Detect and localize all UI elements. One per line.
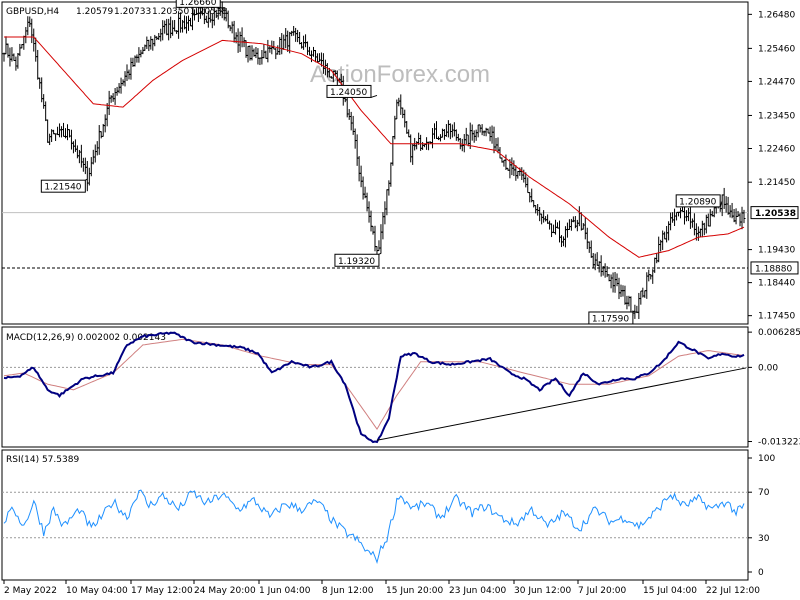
price-y-tick-label: 1.19430: [758, 246, 795, 256]
rsi-y-tick-label: 70: [758, 488, 770, 498]
current-price-badge: [750, 206, 799, 220]
macd-y-tick-label: 0.00: [758, 363, 778, 373]
x-tick-label: 2 May 2022: [4, 586, 57, 596]
macd-trendline: [376, 367, 747, 441]
x-tick-label: 22 Jul 12:00: [706, 586, 760, 596]
rsi-y-tick-label: 30: [758, 534, 770, 544]
price-y-tick-label: 1.25460: [758, 44, 795, 54]
macd-line: [3, 331, 745, 444]
x-tick-label: 15 Jun 20:00: [386, 586, 443, 596]
macd-y-tick-label: 0.006285: [758, 328, 800, 338]
annotation-label: 1.19320: [338, 257, 375, 267]
rsi-y-tick-label: 100: [758, 454, 775, 464]
annotation-label: 1.17590: [592, 314, 629, 324]
x-tick-label: 8 Jun 12:00: [322, 586, 374, 596]
annotation-label: 1.21540: [44, 183, 81, 193]
x-tick-label: 10 May 04:00: [66, 586, 128, 596]
x-tick-label: 7 Jul 20:00: [578, 586, 627, 596]
annotation-box: [334, 253, 380, 267]
x-tick-label: 15 Jul 04:00: [643, 586, 697, 596]
support-label: 1.18880: [755, 264, 792, 274]
x-tick-label: 30 Jun 12:00: [514, 586, 571, 596]
price-y-tick-label: 1.18440: [758, 279, 795, 289]
macd-label: MACD(12,26,9) 0.002002 0.002143: [6, 333, 166, 343]
moving-average-line: [4, 36, 745, 258]
support-badge: [750, 261, 799, 275]
price-y-tick-label: 1.21450: [758, 178, 795, 188]
watermark: ActionForex.com: [310, 61, 490, 88]
header-symbol: GBPUSD,H4: [6, 7, 59, 17]
price-panel: [1, 1, 749, 325]
price-y-tick-label: 1.26480: [758, 10, 795, 20]
rsi-label: RSI(14) 57.5389: [6, 455, 79, 465]
price-y-tick-label: 1.24470: [758, 77, 795, 87]
macd-signal-line: [3, 338, 745, 431]
annotation-label: 1.24050: [330, 88, 367, 98]
x-tick-label: 17 May 12:00: [131, 586, 193, 596]
current-price-label: 1.20538: [755, 209, 796, 219]
annotation-box: [40, 179, 86, 193]
annotation-label: 1.26660: [179, 0, 216, 8]
rsi-panel: [1, 449, 749, 581]
annotation-box: [588, 311, 634, 325]
macd-panel: [1, 326, 749, 448]
annotation-box: [175, 0, 221, 8]
rsi-y-tick-label: 0: [758, 568, 764, 578]
price-y-tick-label: 1.22460: [758, 144, 795, 154]
x-tick-label: 1 Jun 04:00: [259, 586, 311, 596]
price-y-tick-label: 1.17450: [758, 312, 795, 322]
macd-y-tick-label: -0.013223: [758, 438, 800, 448]
annotation-box: [326, 84, 372, 98]
header-high: 1.20733: [114, 7, 151, 17]
header-open: 1.20579: [76, 7, 113, 17]
x-tick-label: 23 Jun 04:00: [449, 586, 506, 596]
price-bars: [2, 1, 746, 320]
x-tick-label: 24 May 20:00: [194, 586, 256, 596]
price-y-tick-label: 1.23450: [758, 111, 795, 121]
header-low: 1.20350: [152, 7, 189, 17]
annotation-label: 1.20890: [679, 197, 716, 207]
annotation-box: [675, 194, 721, 208]
rsi-line: [3, 489, 745, 564]
annotation-leader: [370, 94, 378, 98]
